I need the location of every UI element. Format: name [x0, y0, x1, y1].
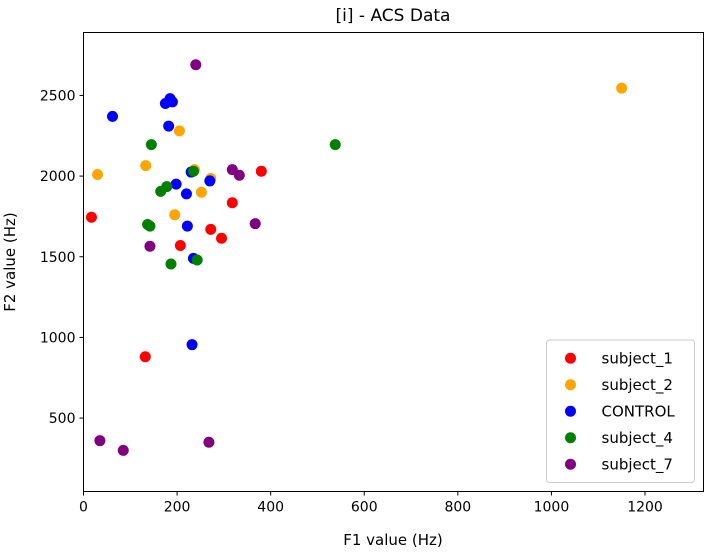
- legend-marker: [565, 352, 576, 364]
- y-axis: 500 1000 1500 2000 2500: [40, 88, 84, 427]
- y-tick-label: 500: [49, 411, 76, 427]
- data-point-subject_4: [145, 139, 157, 151]
- plot-area: [85, 59, 628, 456]
- y-tick-label: 1000: [40, 330, 76, 346]
- data-point-subject_1: [139, 351, 151, 363]
- data-point-subject_1: [226, 197, 238, 209]
- legend-marker: [565, 458, 576, 470]
- data-point-subject_1: [174, 239, 186, 251]
- data-point-subject_1: [255, 165, 267, 177]
- data-point-CONTROL: [107, 110, 119, 122]
- data-point-subject_7: [249, 218, 261, 230]
- data-point-subject_2: [140, 160, 152, 172]
- legend-marker: [565, 432, 576, 444]
- legend: subject_1 subject_2 CONTROL subject_4subjec…: [546, 339, 695, 483]
- legend-label: subject_4: [602, 429, 673, 448]
- data-point-subject_1: [85, 211, 97, 223]
- legend-marker: [565, 379, 576, 391]
- data-point-CONTROL: [181, 220, 193, 232]
- data-point-subject_7: [144, 240, 156, 252]
- data-point-subject_2: [92, 168, 104, 180]
- x-tick-label: 600: [351, 500, 378, 516]
- data-point-subject_2: [616, 82, 628, 94]
- x-axis: 0 200 400 600 800 1000 1200: [79, 491, 663, 516]
- y-tick-label: 2000: [40, 169, 76, 185]
- data-point-subject_4: [329, 139, 341, 151]
- data-point-subject_7: [190, 59, 202, 71]
- data-point-subject_7: [94, 435, 106, 447]
- x-tick-label: 200: [164, 500, 191, 516]
- data-point-CONTROL: [180, 188, 192, 200]
- data-point-CONTROL: [163, 120, 175, 132]
- legend-label: subject_7: [602, 455, 673, 474]
- data-point-CONTROL: [186, 339, 198, 351]
- data-point-subject_4: [191, 254, 203, 266]
- data-point-subject_2: [195, 186, 207, 198]
- legend-label: CONTROL: [602, 402, 676, 420]
- data-point-CONTROL: [166, 96, 178, 108]
- data-point-subject_1: [205, 223, 217, 235]
- data-point-subject_4: [161, 181, 173, 193]
- x-tick-label: 400: [257, 500, 284, 516]
- x-axis-label: F1 value (Hz): [343, 531, 443, 549]
- y-axis-label: F2 value (Hz): [1, 212, 19, 312]
- legend-label: subject_2: [602, 376, 673, 395]
- data-point-subject_7: [233, 169, 245, 181]
- legend-box: [546, 339, 695, 483]
- data-point-subject_2: [169, 209, 181, 221]
- data-point-subject_4: [187, 165, 199, 177]
- data-point-subject_1: [216, 232, 228, 244]
- data-point-CONTROL: [170, 178, 182, 190]
- data-point-subject_4: [144, 220, 156, 232]
- legend-marker: [565, 405, 576, 417]
- y-tick-label: 1500: [40, 250, 76, 266]
- x-tick-label: 1000: [534, 500, 570, 516]
- data-point-CONTROL: [204, 175, 216, 187]
- x-tick-label: 1200: [627, 500, 663, 516]
- data-point-subject_7: [203, 436, 215, 448]
- data-point-subject_4: [165, 258, 177, 270]
- data-point-subject_7: [117, 444, 129, 456]
- x-tick-label: 800: [444, 500, 471, 516]
- data-point-subject_2: [173, 125, 185, 137]
- chart-title: [i] - ACS Data: [336, 6, 451, 26]
- plot-frame: [83, 32, 704, 492]
- y-tick-label: 2500: [40, 88, 76, 104]
- x-tick-label: 0: [79, 500, 88, 516]
- legend-label: subject_1: [602, 349, 673, 368]
